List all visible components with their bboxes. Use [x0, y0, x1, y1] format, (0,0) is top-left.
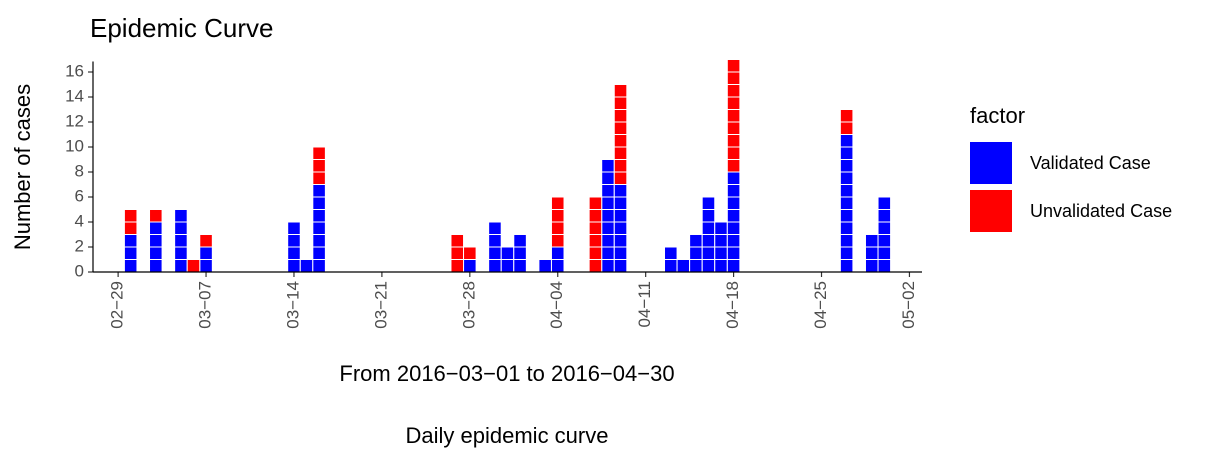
- x-tick-label: 03−28: [459, 281, 478, 329]
- bar-segment: [312, 184, 326, 273]
- bar-segment: [312, 146, 326, 185]
- bar-segment: [538, 259, 552, 273]
- bar-segment: [864, 234, 879, 273]
- y-tick-label: 2: [75, 236, 84, 255]
- bar-segment: [689, 234, 703, 273]
- y-tick-label: 8: [75, 161, 84, 180]
- x-tick-label: 03−14: [283, 281, 302, 329]
- legend-swatch: [970, 190, 1012, 232]
- bar-segment: [186, 259, 201, 273]
- bar-segment: [149, 209, 163, 223]
- bar-segment: [174, 209, 188, 273]
- x-tick-label: 02−29: [108, 281, 127, 329]
- bar-segment: [601, 159, 615, 273]
- x-tick-label: 04−04: [547, 281, 566, 329]
- y-tick-label: 16: [65, 61, 84, 80]
- x-tick-label: 03−21: [371, 281, 390, 329]
- x-tick-label: 04−18: [723, 281, 742, 329]
- caption: Daily epidemic curve: [406, 423, 609, 448]
- bar-segment: [839, 134, 854, 273]
- x-tick-label: 04−11: [635, 281, 654, 327]
- legend-label: Unvalidated Case: [1030, 201, 1172, 221]
- y-axis-label: Number of cases: [10, 84, 35, 250]
- bar-segment: [463, 259, 477, 273]
- y-tick-label: 0: [75, 261, 84, 280]
- bar-segment: [726, 59, 741, 173]
- legend-label: Validated Case: [1030, 153, 1151, 173]
- x-tick-label: 05−02: [899, 281, 918, 329]
- bar-segment: [513, 234, 527, 273]
- y-tick-label: 14: [65, 86, 84, 105]
- y-tick-label: 4: [75, 211, 84, 230]
- y-tick-label: 6: [75, 186, 84, 205]
- bar-segment: [676, 259, 691, 273]
- bar-segment: [199, 234, 213, 248]
- legend-title: factor: [970, 103, 1025, 128]
- x-axis-label: From 2016−03−01 to 2016−04−30: [339, 361, 674, 386]
- chart-title: Epidemic Curve: [90, 13, 274, 43]
- y-tick-label: 10: [65, 136, 84, 155]
- x-tick-label: 04−25: [811, 281, 830, 329]
- bar-segment: [613, 184, 628, 273]
- legend-swatch: [970, 142, 1012, 184]
- bar-segment: [123, 234, 138, 273]
- y-tick-label: 12: [65, 111, 84, 130]
- bar-segment: [463, 246, 477, 260]
- bar-segment: [299, 259, 314, 273]
- x-tick-label: 03−07: [196, 281, 215, 329]
- bar-segment: [450, 234, 465, 273]
